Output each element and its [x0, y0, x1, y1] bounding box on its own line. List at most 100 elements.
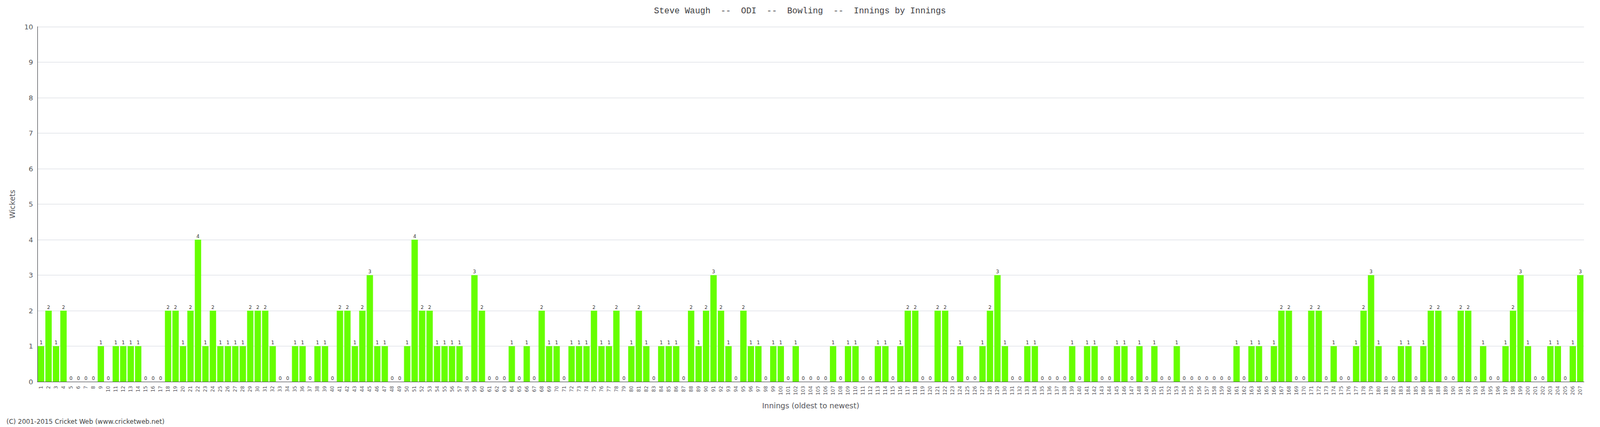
- svg-text:178: 178: [1361, 385, 1367, 395]
- svg-text:0: 0: [398, 375, 402, 381]
- svg-text:83: 83: [651, 385, 657, 392]
- svg-text:1: 1: [1070, 339, 1074, 346]
- svg-text:183: 183: [1398, 385, 1404, 395]
- svg-text:2: 2: [361, 304, 365, 310]
- svg-text:2: 2: [1436, 304, 1440, 310]
- svg-text:84: 84: [658, 385, 664, 392]
- svg-text:Steve Waugh -- ODI -- Bowl: Steve Waugh -- ODI -- Bowling -- Innings…: [653, 6, 946, 16]
- svg-text:1: 1: [218, 339, 222, 346]
- svg-text:1: 1: [1399, 339, 1403, 346]
- svg-text:7: 7: [28, 129, 34, 138]
- svg-text:190: 190: [1450, 385, 1456, 395]
- svg-text:201: 201: [1532, 385, 1539, 395]
- svg-text:0: 0: [1190, 375, 1194, 381]
- svg-text:14: 14: [135, 385, 141, 392]
- svg-text:0: 0: [824, 375, 828, 381]
- svg-text:3: 3: [1369, 268, 1373, 275]
- svg-text:108: 108: [837, 385, 844, 395]
- svg-text:8: 8: [90, 385, 96, 389]
- svg-text:203: 203: [1547, 385, 1554, 395]
- svg-text:1: 1: [577, 339, 581, 346]
- svg-text:35: 35: [292, 385, 298, 392]
- svg-text:0: 0: [502, 375, 507, 381]
- svg-text:197: 197: [1502, 385, 1509, 395]
- svg-text:89: 89: [696, 385, 702, 392]
- svg-text:97: 97: [755, 385, 762, 392]
- svg-text:71: 71: [561, 385, 567, 392]
- svg-text:1: 1: [323, 339, 327, 346]
- svg-text:0: 0: [950, 375, 955, 381]
- svg-text:157: 157: [1204, 385, 1210, 395]
- svg-text:1: 1: [697, 339, 701, 346]
- svg-text:4: 4: [28, 235, 34, 244]
- svg-text:1: 1: [39, 339, 43, 346]
- svg-text:137: 137: [1054, 385, 1060, 395]
- svg-text:78: 78: [613, 385, 620, 392]
- svg-text:1: 1: [1421, 339, 1426, 346]
- svg-text:0: 0: [1040, 375, 1044, 381]
- svg-text:41: 41: [337, 385, 343, 392]
- svg-text:0: 0: [1168, 375, 1172, 381]
- svg-text:107: 107: [830, 385, 836, 395]
- svg-text:0: 0: [91, 375, 95, 381]
- svg-text:111: 111: [860, 385, 866, 395]
- svg-text:48: 48: [389, 385, 395, 392]
- svg-text:101: 101: [785, 385, 791, 395]
- svg-text:1: 1: [726, 339, 731, 346]
- svg-text:29: 29: [247, 385, 253, 392]
- svg-text:1: 1: [1123, 339, 1127, 346]
- svg-text:0: 0: [144, 375, 148, 381]
- svg-text:191: 191: [1458, 385, 1464, 395]
- svg-text:0: 0: [816, 375, 820, 381]
- svg-text:0: 0: [1062, 375, 1067, 381]
- svg-text:194: 194: [1480, 385, 1486, 395]
- svg-text:3: 3: [1578, 268, 1582, 275]
- svg-text:196: 196: [1495, 385, 1501, 395]
- svg-text:2: 2: [263, 304, 267, 310]
- svg-text:1: 1: [607, 339, 611, 346]
- svg-text:87: 87: [681, 385, 687, 392]
- svg-text:173: 173: [1323, 385, 1330, 395]
- svg-text:2: 2: [1280, 304, 1284, 310]
- svg-text:120: 120: [927, 385, 933, 395]
- svg-text:0: 0: [151, 375, 155, 381]
- svg-text:205: 205: [1562, 385, 1568, 395]
- svg-text:27: 27: [232, 385, 238, 392]
- svg-text:99: 99: [770, 385, 776, 392]
- svg-text:13: 13: [128, 385, 134, 392]
- svg-text:1: 1: [831, 339, 835, 346]
- svg-text:11: 11: [113, 385, 119, 392]
- svg-text:198: 198: [1510, 385, 1516, 395]
- svg-text:9: 9: [98, 385, 104, 389]
- svg-text:0: 0: [1265, 375, 1269, 381]
- svg-text:49: 49: [396, 385, 403, 392]
- svg-text:1: 1: [1272, 339, 1276, 346]
- svg-text:174: 174: [1331, 385, 1337, 395]
- svg-text:69: 69: [546, 385, 552, 392]
- svg-text:1: 1: [1093, 339, 1097, 346]
- svg-text:0: 0: [532, 375, 536, 381]
- svg-text:9: 9: [28, 58, 34, 67]
- svg-text:0: 0: [1489, 375, 1493, 381]
- svg-text:0: 0: [928, 375, 932, 381]
- svg-text:199: 199: [1517, 385, 1524, 395]
- svg-text:54: 54: [434, 385, 440, 392]
- svg-text:160: 160: [1226, 385, 1232, 395]
- svg-text:189: 189: [1443, 385, 1449, 395]
- svg-text:0: 0: [682, 375, 686, 381]
- svg-text:140: 140: [1076, 385, 1083, 395]
- svg-text:26: 26: [225, 385, 231, 392]
- svg-text:24: 24: [210, 385, 216, 392]
- svg-text:95: 95: [740, 385, 747, 392]
- svg-text:21: 21: [187, 385, 194, 392]
- svg-text:103: 103: [800, 385, 806, 395]
- svg-text:158: 158: [1211, 385, 1218, 395]
- svg-text:2: 2: [1362, 304, 1366, 310]
- svg-text:1: 1: [121, 339, 125, 346]
- svg-text:36: 36: [299, 385, 306, 392]
- svg-text:180: 180: [1376, 385, 1382, 395]
- svg-text:0: 0: [921, 375, 925, 381]
- svg-text:102: 102: [793, 385, 799, 395]
- svg-text:152: 152: [1166, 385, 1172, 395]
- svg-text:154: 154: [1181, 385, 1187, 395]
